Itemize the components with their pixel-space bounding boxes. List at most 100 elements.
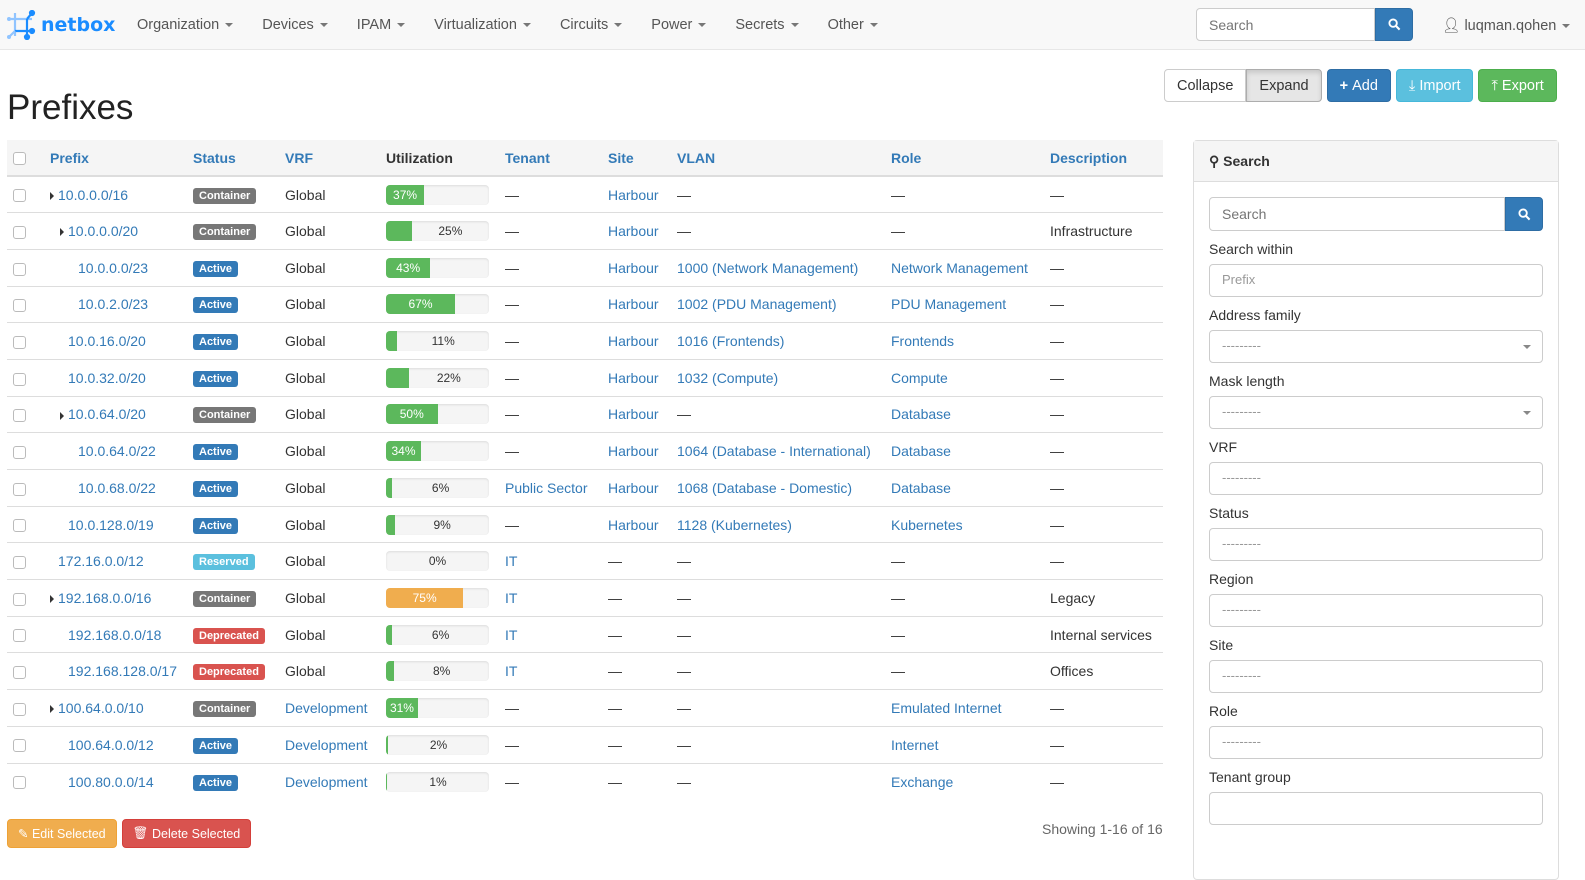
role-link[interactable]: Database bbox=[891, 406, 951, 423]
expand-button[interactable]: Expand bbox=[1246, 69, 1322, 102]
row-checkbox[interactable] bbox=[13, 299, 26, 313]
nav-search-button[interactable] bbox=[1375, 8, 1413, 41]
row-checkbox[interactable] bbox=[13, 372, 26, 386]
nav-menu-ipam[interactable]: IPAM bbox=[357, 17, 406, 33]
role-link[interactable]: Kubernetes bbox=[891, 516, 963, 533]
column-header-tenant[interactable]: Tenant bbox=[505, 140, 608, 177]
column-header-role[interactable]: Role bbox=[891, 140, 1050, 177]
vlan-link[interactable]: 1002 (PDU Management) bbox=[677, 296, 837, 313]
row-checkbox[interactable] bbox=[13, 556, 26, 570]
prefix-link[interactable]: 10.0.0.0/23 bbox=[78, 259, 149, 276]
row-checkbox[interactable] bbox=[13, 592, 26, 606]
row-checkbox[interactable] bbox=[13, 739, 26, 753]
role-link[interactable]: Compute bbox=[891, 369, 948, 386]
delete-selected-button[interactable]: 🗑︎ Delete Selected bbox=[121, 819, 252, 848]
column-header-label[interactable]: Role bbox=[891, 149, 922, 166]
prefix-link[interactable]: 10.0.64.0/20 bbox=[68, 406, 146, 423]
prefix-link[interactable]: 10.0.32.0/20 bbox=[68, 369, 146, 386]
filter-input[interactable]: --------- bbox=[1209, 528, 1543, 561]
column-header-prefix[interactable]: Prefix bbox=[50, 140, 193, 177]
row-checkbox[interactable] bbox=[13, 629, 26, 643]
column-header-label[interactable]: Status bbox=[193, 149, 236, 166]
collapse-button[interactable]: Collapse bbox=[1164, 69, 1247, 102]
tenant-link[interactable]: IT bbox=[505, 553, 518, 570]
column-header-status[interactable]: Status bbox=[193, 140, 285, 177]
site-link[interactable]: Harbour bbox=[608, 259, 659, 276]
row-checkbox[interactable] bbox=[13, 189, 26, 203]
user-menu[interactable]: 👤︎ luqman.qohen bbox=[1442, 17, 1571, 34]
row-checkbox[interactable] bbox=[13, 519, 26, 533]
filter-input[interactable]: --------- bbox=[1209, 726, 1543, 759]
role-link[interactable]: Database bbox=[891, 479, 951, 496]
filter-input[interactable]: --------- bbox=[1209, 660, 1543, 693]
column-header-description[interactable]: Description bbox=[1050, 140, 1163, 177]
row-checkbox[interactable] bbox=[13, 335, 26, 349]
column-header-label[interactable]: Tenant bbox=[505, 149, 550, 166]
column-header-site[interactable]: Site bbox=[608, 140, 677, 177]
vrf-link[interactable]: Development bbox=[285, 699, 368, 716]
column-header-label[interactable]: VLAN bbox=[677, 149, 716, 166]
nav-menu-organization[interactable]: Organization bbox=[137, 17, 234, 33]
site-link[interactable]: Harbour bbox=[608, 333, 659, 350]
vlan-link[interactable]: 1064 (Database - International) bbox=[677, 443, 871, 460]
prefix-link[interactable]: 10.0.68.0/22 bbox=[78, 479, 156, 496]
nav-search-input[interactable] bbox=[1196, 8, 1375, 41]
sidebar-search-button[interactable] bbox=[1505, 197, 1543, 231]
row-checkbox[interactable] bbox=[13, 702, 26, 716]
row-checkbox[interactable] bbox=[13, 666, 26, 680]
role-link[interactable]: PDU Management bbox=[891, 296, 1007, 313]
nav-menu-power[interactable]: Power bbox=[651, 17, 707, 33]
tenant-link[interactable]: Public Sector bbox=[505, 479, 588, 496]
vrf-link[interactable]: Development bbox=[285, 773, 368, 790]
row-checkbox[interactable] bbox=[13, 445, 26, 459]
add-button[interactable]: + Add bbox=[1326, 69, 1391, 102]
filter-input[interactable] bbox=[1209, 792, 1543, 825]
vrf-link[interactable]: Development bbox=[285, 736, 368, 753]
row-checkbox[interactable] bbox=[13, 482, 26, 496]
site-link[interactable]: Harbour bbox=[608, 479, 659, 496]
select-all-checkbox[interactable] bbox=[13, 152, 26, 166]
filter-select[interactable]: --------- bbox=[1209, 330, 1543, 363]
role-link[interactable]: Database bbox=[891, 443, 951, 460]
filter-input[interactable]: --------- bbox=[1209, 462, 1543, 495]
prefix-link[interactable]: 10.0.64.0/22 bbox=[78, 443, 156, 460]
site-link[interactable]: Harbour bbox=[608, 369, 659, 386]
vlan-link[interactable]: 1000 (Network Management) bbox=[677, 259, 859, 276]
prefix-link[interactable]: 192.168.128.0/17 bbox=[68, 663, 177, 680]
prefix-link[interactable]: 100.64.0.0/10 bbox=[58, 699, 144, 716]
column-header-label[interactable]: VRF bbox=[285, 149, 313, 166]
vlan-link[interactable]: 1016 (Frontends) bbox=[677, 333, 785, 350]
brand-logo[interactable]: netbox bbox=[6, 9, 137, 40]
nav-menu-devices[interactable]: Devices bbox=[262, 17, 328, 33]
prefix-link[interactable]: 10.0.128.0/19 bbox=[68, 516, 154, 533]
vlan-link[interactable]: 1032 (Compute) bbox=[677, 369, 779, 386]
site-link[interactable]: Harbour bbox=[608, 406, 659, 423]
nav-menu-circuits[interactable]: Circuits bbox=[560, 17, 623, 33]
prefix-link[interactable]: 10.0.0.0/20 bbox=[68, 223, 139, 240]
prefix-link[interactable]: 100.64.0.0/12 bbox=[68, 736, 154, 753]
expand-toggle-icon[interactable] bbox=[60, 411, 64, 420]
tenant-link[interactable]: IT bbox=[505, 626, 518, 643]
expand-toggle-icon[interactable] bbox=[50, 705, 54, 714]
row-checkbox[interactable] bbox=[13, 409, 26, 423]
prefix-link[interactable]: 192.168.0.0/18 bbox=[68, 626, 162, 643]
column-header-label[interactable]: Description bbox=[1050, 149, 1128, 166]
role-link[interactable]: Network Management bbox=[891, 259, 1028, 276]
role-link[interactable]: Internet bbox=[891, 736, 939, 753]
vlan-link[interactable]: 1068 (Database - Domestic) bbox=[677, 479, 853, 496]
sidebar-search-input[interactable] bbox=[1209, 197, 1505, 231]
site-link[interactable]: Harbour bbox=[608, 186, 659, 203]
site-link[interactable]: Harbour bbox=[608, 443, 659, 460]
row-checkbox[interactable] bbox=[13, 262, 26, 276]
expand-toggle-icon[interactable] bbox=[50, 595, 54, 604]
tenant-link[interactable]: IT bbox=[505, 663, 518, 680]
expand-toggle-icon[interactable] bbox=[50, 191, 54, 200]
role-link[interactable]: Emulated Internet bbox=[891, 699, 1002, 716]
import-button[interactable]: ⤓ Import bbox=[1395, 69, 1474, 102]
role-link[interactable]: Frontends bbox=[891, 333, 955, 350]
prefix-link[interactable]: 100.80.0.0/14 bbox=[68, 773, 154, 790]
column-header-label[interactable]: Site bbox=[608, 149, 634, 166]
nav-menu-other[interactable]: Other bbox=[828, 17, 878, 33]
vlan-link[interactable]: 1128 (Kubernetes) bbox=[677, 516, 792, 533]
prefix-link[interactable]: 10.0.2.0/23 bbox=[78, 296, 149, 313]
